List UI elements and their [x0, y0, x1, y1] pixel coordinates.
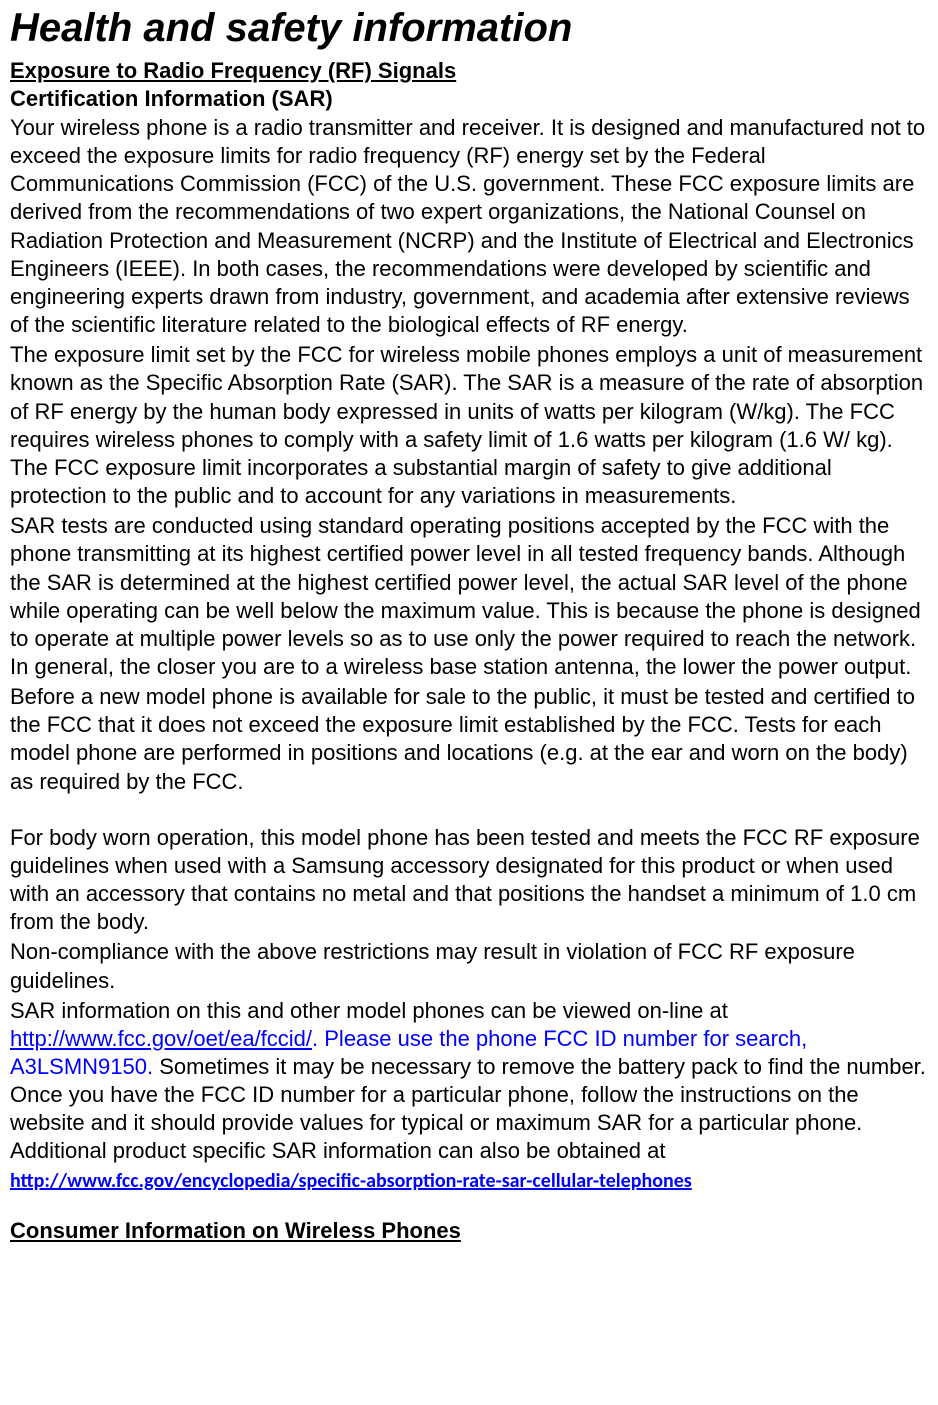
paragraph-sar-tests: SAR tests are conducted using standard o…	[10, 512, 928, 681]
link-fccid[interactable]: http://www.fcc.gov/oet/ea/fccid/	[10, 1026, 312, 1051]
paragraph-noncompliance: Non-compliance with the above restrictio…	[10, 938, 928, 994]
link-sar-encyclopedia[interactable]: http://www.fcc.gov/encyclopedia/specific…	[10, 1169, 692, 1193]
paragraph-certification: Before a new model phone is available fo…	[10, 683, 928, 796]
paragraph-sar-limit: The exposure limit set by the FCC for wi…	[10, 341, 928, 510]
spacer	[10, 1196, 928, 1218]
spacer	[10, 798, 928, 824]
text-pre-link: SAR information on this and other model …	[10, 998, 728, 1023]
paragraph-intro: Your wireless phone is a radio transmitt…	[10, 114, 928, 339]
heading-sar-cert: Certification Information (SAR)	[10, 86, 928, 112]
heading-consumer-info: Consumer Information on Wireless Phones	[10, 1218, 928, 1244]
page-title: Health and safety information	[10, 6, 928, 50]
heading-rf-signals: Exposure to Radio Frequency (RF) Signals	[10, 58, 928, 84]
paragraph-body-worn: For body worn operation, this model phon…	[10, 824, 928, 937]
paragraph-sar-info: SAR information on this and other model …	[10, 997, 928, 1195]
